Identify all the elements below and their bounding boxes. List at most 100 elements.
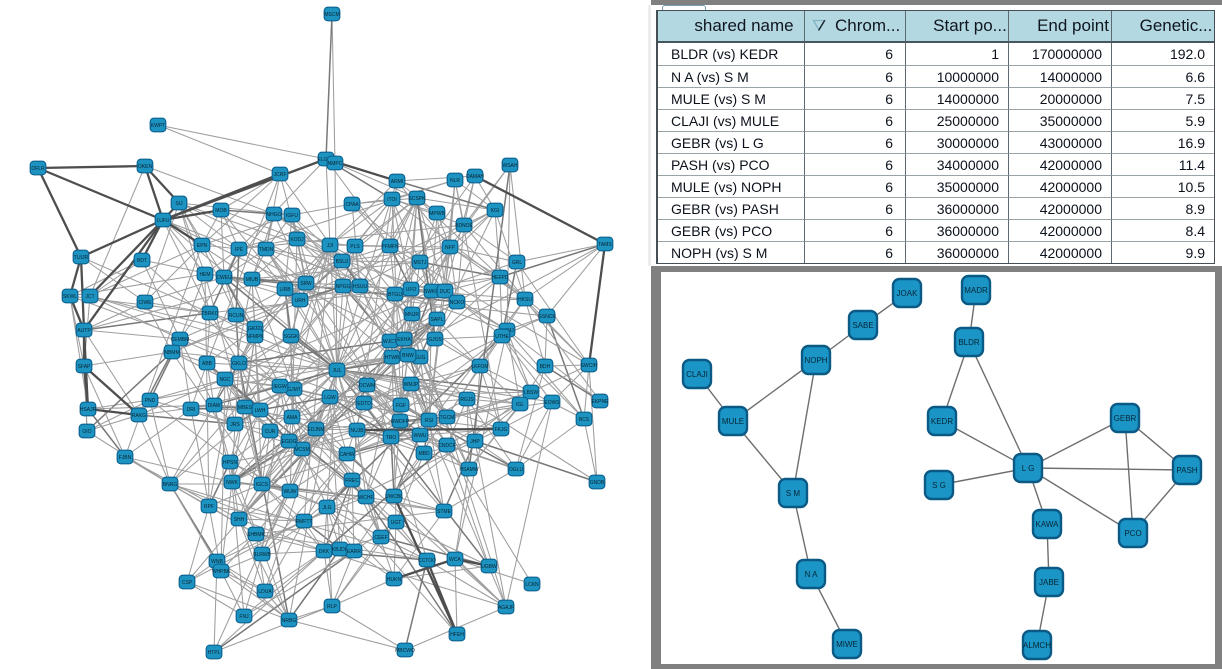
- svg-text:MNJR: MNJR: [405, 312, 419, 318]
- svg-text:JLG: JLG: [322, 505, 331, 511]
- svg-text:CWEU: CWEU: [216, 275, 232, 281]
- svg-text:NCKO: NCKO: [450, 300, 465, 306]
- svg-text:NRBG: NRBG: [282, 618, 297, 624]
- svg-text:RPF: RPF: [204, 504, 214, 510]
- svg-text:MULE: MULE: [722, 417, 744, 426]
- svg-text:TMDN: TMDN: [259, 247, 274, 253]
- svg-text:GJMT: GJMT: [287, 387, 301, 393]
- svg-text:RAKG: RAKG: [132, 413, 146, 419]
- svg-text:IEGW: IEGW: [273, 384, 287, 390]
- svg-text:FREC: FREC: [345, 478, 359, 484]
- svg-text:SGGK: SGGK: [284, 334, 299, 340]
- svg-text:LIRB: LIRB: [279, 287, 291, 293]
- svg-text:UWCBL: UWCBL: [385, 494, 403, 500]
- svg-text:NFMPK: NFMPK: [246, 334, 264, 340]
- svg-text:JABE: JABE: [1039, 578, 1059, 587]
- svg-text:ALMCH: ALMCH: [1023, 641, 1051, 650]
- svg-text:MBES: MBES: [238, 405, 253, 411]
- svg-text:WCHF: WCHF: [359, 495, 374, 501]
- svg-text:CSP: CSP: [182, 580, 193, 586]
- svg-text:RSI: RSI: [425, 418, 433, 424]
- svg-text:EKPNE: EKPNE: [592, 399, 610, 405]
- svg-text:OIO: OIO: [82, 429, 91, 435]
- svg-text:BNRG: BNRG: [163, 482, 178, 488]
- svg-text:SHH: SHH: [234, 517, 245, 523]
- svg-text:FGF: FGF: [396, 403, 406, 409]
- svg-text:SHBMK: SHBMK: [247, 532, 265, 538]
- svg-text:MSTJ: MSTJ: [413, 260, 427, 266]
- svg-text:L G: L G: [1022, 464, 1035, 473]
- svg-text:NUJB: NUJB: [350, 428, 364, 434]
- svg-text:NLR: NLR: [450, 178, 460, 184]
- svg-text:LBSW: LBSW: [524, 390, 538, 396]
- svg-text:EARR: EARR: [347, 549, 361, 555]
- svg-text:ELGPN: ELGPN: [318, 157, 335, 163]
- svg-text:TAMS: TAMS: [598, 242, 612, 248]
- svg-text:CCTOO: CCTOO: [418, 558, 436, 564]
- svg-text:BDT: BDT: [137, 258, 147, 264]
- svg-text:HSAMW: HSAMW: [459, 467, 478, 473]
- svg-text:ABB: ABB: [202, 361, 213, 367]
- svg-text:OGLU: OGLU: [509, 467, 524, 473]
- svg-text:IGCS: IGCS: [256, 482, 269, 488]
- svg-text:AMA: AMA: [287, 415, 299, 421]
- svg-text:ITOI: ITOI: [387, 197, 397, 203]
- svg-text:RWDFP: RWDFP: [391, 419, 410, 425]
- svg-text:LGW: LGW: [324, 395, 336, 401]
- svg-text:RGJS: RGJS: [460, 397, 474, 403]
- svg-text:UFO: UFO: [406, 287, 417, 293]
- svg-text:TGCM: TGCM: [440, 415, 455, 421]
- svg-text:WCA: WCA: [449, 557, 461, 563]
- svg-text:NPGG: NPGG: [336, 284, 351, 290]
- svg-text:STME: STME: [437, 509, 452, 515]
- svg-text:HTWB: HTWB: [385, 355, 400, 361]
- svg-text:EGDG: EGDG: [282, 439, 297, 445]
- svg-text:HTPL: HTPL: [208, 650, 221, 656]
- svg-text:AGAJF: AGAJF: [498, 605, 514, 611]
- svg-text:SWCIH: SWCIH: [581, 363, 598, 369]
- svg-text:BSUJ: BSUJ: [336, 259, 349, 265]
- svg-text:BLDR: BLDR: [958, 338, 980, 347]
- svg-text:PCO: PCO: [1124, 529, 1141, 538]
- svg-text:HFEH: HFEH: [450, 632, 464, 638]
- svg-text:HSAJR: HSAJR: [80, 407, 97, 413]
- svg-text:BDNOE: BDNOE: [455, 223, 473, 229]
- svg-text:GRL: GRL: [512, 260, 523, 266]
- svg-text:PFMFN: PFMFN: [381, 244, 399, 250]
- svg-text:MBCWO: MBCWO: [395, 648, 415, 654]
- svg-text:KGI: KGI: [491, 208, 500, 214]
- svg-text:HEFPD: HEFPD: [492, 275, 509, 281]
- svg-text:EKHA: EKHA: [397, 337, 411, 343]
- svg-text:OFLR: OFLR: [31, 166, 45, 172]
- svg-text:NGC: NGC: [219, 377, 231, 383]
- svg-text:DUC: DUC: [440, 289, 451, 295]
- svg-text:AUTP: AUTP: [77, 328, 91, 334]
- svg-text:EDJNM: EDJNM: [307, 427, 324, 433]
- svg-text:EOWS: EOWS: [544, 400, 560, 406]
- svg-text:WMJP: WMJP: [404, 382, 419, 388]
- svg-text:ARMI: ARMI: [391, 179, 404, 185]
- svg-text:NMPC: NMPC: [328, 161, 343, 167]
- svg-text:CUR: CUR: [265, 429, 276, 435]
- svg-text:WUW: WUW: [283, 489, 296, 495]
- svg-text:OCWM: OCWM: [359, 383, 375, 389]
- svg-text:MPWB: MPWB: [429, 211, 445, 217]
- svg-text:NBMM: NBMM: [164, 350, 179, 356]
- svg-text:OKEN: OKEN: [138, 164, 153, 170]
- svg-text:JJI: JJI: [327, 243, 333, 249]
- svg-text:JUL: JUL: [333, 368, 342, 374]
- svg-text:DIAW: DIAW: [208, 403, 221, 409]
- svg-text:CNDCF: CNDCF: [438, 443, 456, 449]
- svg-text:GNDB: GNDB: [590, 480, 605, 486]
- svg-text:WWU: WWU: [413, 433, 426, 439]
- svg-text:GKLO: GKLO: [232, 361, 246, 367]
- svg-text:DRI: DRI: [187, 407, 196, 413]
- svg-text:SFAP: SFAP: [78, 364, 91, 370]
- svg-text:MSCM: MSCM: [324, 12, 339, 18]
- svg-text:NHGO: NHGO: [267, 212, 282, 218]
- svg-text:WJCT: WJCT: [383, 339, 397, 345]
- svg-text:FJBN: FJBN: [119, 455, 132, 461]
- svg-text:CEEF: CEEF: [374, 535, 387, 541]
- svg-text:NFP: NFP: [445, 245, 456, 251]
- svg-text:TBRKO: TBRKO: [201, 311, 218, 317]
